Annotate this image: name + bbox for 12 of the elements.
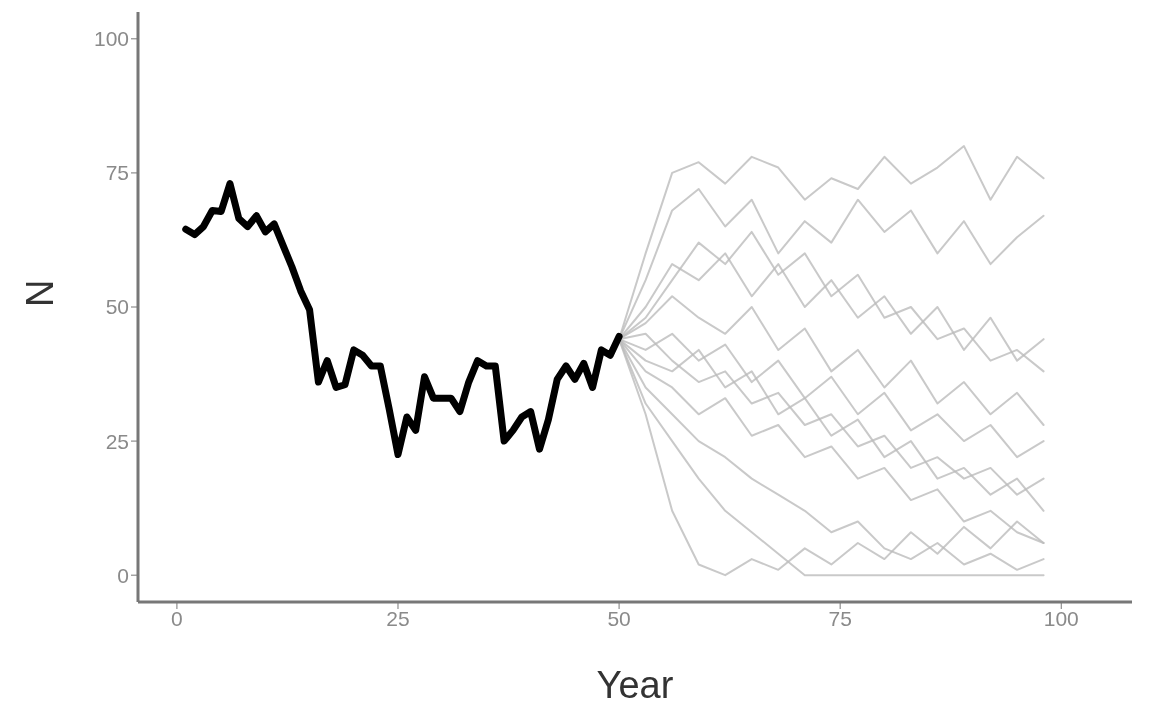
x-tick-label: 25 [386,606,410,630]
x-tick-label: 0 [171,606,183,630]
y-tick-label: 25 [105,429,129,453]
y-tick-label: 50 [105,295,129,319]
x-tick-label: 50 [607,606,631,630]
y-tick-label: 75 [105,161,129,185]
x-axis-title: Year [596,664,674,706]
x-tick-label: 100 [1043,606,1079,630]
y-axis-title: N [19,279,62,307]
y-tick-label: 0 [117,563,129,587]
x-tick-label: 75 [828,606,852,630]
y-tick-label: 100 [93,27,129,51]
